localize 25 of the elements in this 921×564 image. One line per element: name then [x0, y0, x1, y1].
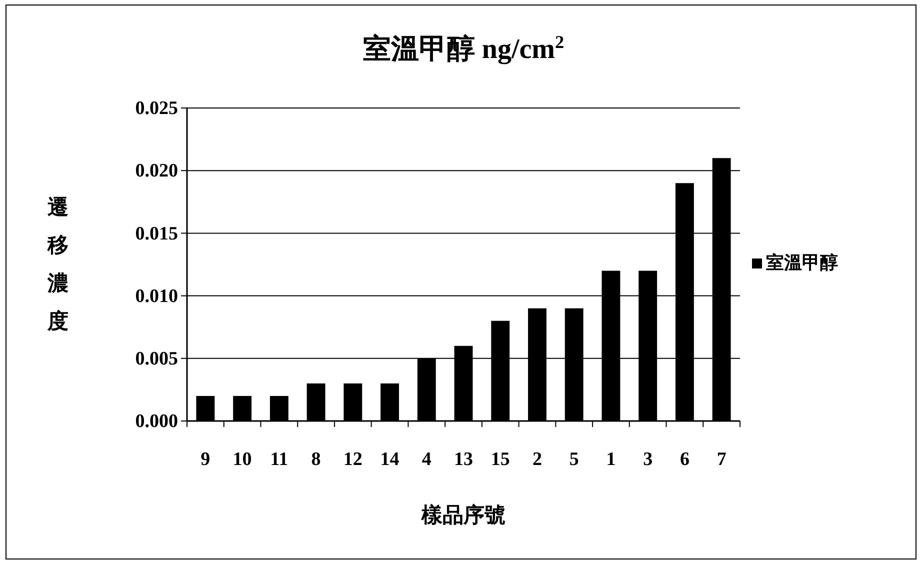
y-axis-title: 遷移濃度 — [46, 195, 68, 333]
x-tick-label: 7 — [716, 449, 727, 470]
y-tick-label: 0.000 — [135, 411, 178, 432]
y-tick-label: 0.010 — [135, 286, 178, 307]
x-tick-label: 11 — [270, 449, 288, 470]
x-tick-label: 14 — [380, 449, 400, 470]
y-tick-label: 0.020 — [135, 160, 178, 182]
x-tick-label: 6 — [680, 449, 690, 470]
x-tick-label: 3 — [643, 449, 653, 470]
y-tick-label: 0.015 — [135, 223, 178, 244]
y-tick-label: 0.005 — [135, 348, 178, 370]
x-tick-label: 9 — [200, 449, 210, 470]
x-tick-label: 8 — [311, 449, 321, 470]
x-tick-label: 2 — [532, 449, 542, 470]
x-tick-label: 15 — [490, 449, 510, 470]
legend-label: 室溫甲醇 — [766, 252, 838, 272]
x-tick-label: 4 — [422, 449, 432, 470]
x-tick-label: 10 — [232, 449, 252, 470]
chart-title: 室溫甲醇 ng/cm$^{2}$ — [362, 32, 564, 65]
x-axis-title: 樣品序號 — [420, 503, 506, 527]
x-tick-label: 1 — [606, 449, 616, 470]
x-tick-label: 5 — [569, 449, 579, 470]
x-tick-label: 13 — [454, 449, 473, 470]
y-tick-label: 0.025 — [135, 98, 178, 120]
x-tick-label: 12 — [343, 449, 362, 470]
